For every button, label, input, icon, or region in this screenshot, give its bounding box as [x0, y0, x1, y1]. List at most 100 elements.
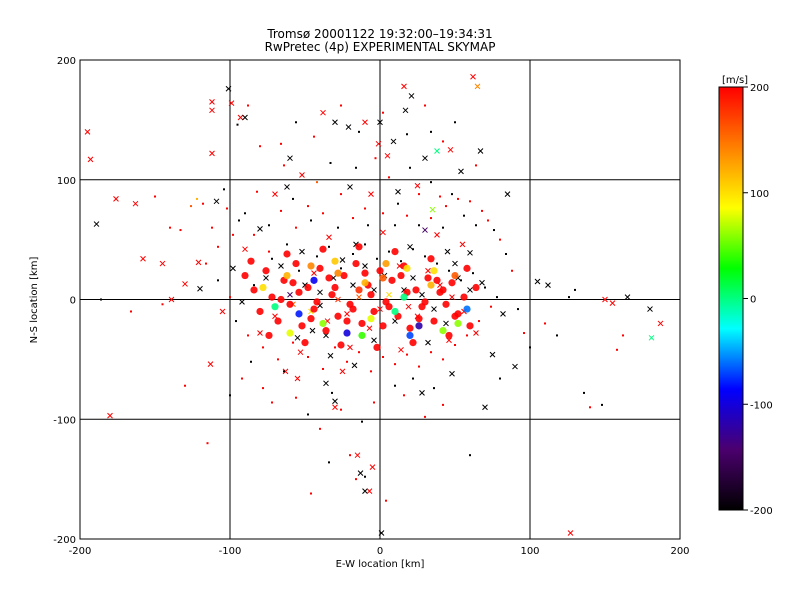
scatter-point-cross: [479, 279, 485, 286]
scatter-point-cross: [444, 248, 451, 255]
scatter-point-cross: [458, 168, 464, 175]
scatter-point-dot: [217, 245, 219, 248]
scatter-point-dot: [544, 322, 546, 325]
scatter-point-dot: [340, 193, 342, 196]
scatter-point-dot: [247, 334, 249, 337]
scatter-point-blob: [352, 259, 360, 268]
scatter-point-cross: [449, 294, 455, 300]
scatter-point-dot: [481, 209, 483, 212]
scatter-point-cross: [414, 182, 421, 189]
scatter-point-dot: [226, 207, 228, 210]
scatter-point-cross: [470, 73, 476, 80]
scatter-point-cross: [113, 196, 119, 202]
scatter-point-cross: [287, 291, 293, 298]
scatter-point-blob: [415, 315, 423, 323]
scatter-point-blob: [304, 283, 312, 292]
scatter-point-blob: [466, 322, 474, 330]
scatter-point-blob: [373, 343, 381, 351]
scatter-point-blob: [322, 327, 330, 335]
scatter-point-dot: [430, 217, 432, 220]
scatter-point-cross: [467, 287, 473, 293]
scatter-point-cross: [624, 294, 631, 300]
scatter-point-dot: [328, 245, 330, 248]
scatter-point-cross: [402, 107, 409, 114]
axis-ticks: -200 -100 0 100 200 -200 -100 0 100 200: [53, 56, 689, 557]
scatter-point-dot: [388, 250, 390, 253]
y-tick-label: -200: [53, 535, 76, 546]
scatter-point-cross: [377, 306, 383, 312]
scatter-point-dot: [280, 209, 282, 212]
scatter-point-dot: [442, 403, 444, 406]
scatter-point-blob: [463, 264, 471, 272]
scatter-point-blob: [439, 286, 447, 294]
scatter-point-cross: [327, 352, 334, 359]
scatter-point-dot: [286, 243, 288, 246]
y-tick-label: 200: [57, 56, 76, 67]
scatter-point-cross: [335, 296, 341, 303]
scatter-point-cross: [419, 291, 425, 298]
scatter-point-dot: [352, 252, 354, 255]
scatter-point-dot: [367, 224, 369, 227]
scatter-point-cross: [443, 320, 449, 327]
scatter-point-cross: [395, 188, 401, 195]
scatter-point-dot: [229, 394, 231, 397]
scatter-point-dot: [217, 279, 219, 282]
scatter-point-dot: [385, 499, 387, 502]
scatter-point-dot: [463, 214, 465, 217]
scatter-point-dot: [454, 344, 456, 347]
scatter-point-blob: [289, 279, 297, 287]
scatter-point-cross: [228, 100, 235, 106]
scatter-point-dot: [298, 269, 300, 272]
scatter-point-dot: [179, 229, 182, 232]
scatter-point-dot: [382, 355, 384, 358]
scatter-point-blob: [454, 319, 462, 328]
scatter-point-blob: [400, 293, 408, 301]
scatter-point-blob: [379, 322, 387, 330]
colorbar: [m/s] 200 100 0 -100 -200: [718, 75, 773, 517]
colorbar-tick-label: 100: [750, 189, 769, 200]
scatter-point-cross: [140, 255, 146, 262]
scatter-point-cross: [257, 225, 263, 232]
scatter-point-cross: [332, 404, 338, 411]
scatter-point-blob: [349, 305, 357, 313]
colorbar-tick-label: 0: [750, 295, 756, 306]
scatter-point-blob: [406, 324, 414, 332]
scatter-point-dot: [130, 310, 132, 313]
scatter-point-dot: [364, 207, 366, 210]
scatter-point-dot: [601, 403, 603, 406]
scatter-point-cross: [477, 148, 484, 154]
scatter-point-dot: [388, 176, 390, 179]
scatter-point-cross: [377, 119, 383, 126]
scatter-point-cross: [320, 109, 326, 116]
scatter-point-blob: [256, 307, 264, 316]
scatter-point-dot: [496, 296, 498, 299]
scatter-point-cross: [407, 243, 413, 250]
scatter-point-blob: [388, 276, 396, 284]
scatter-point-dot: [374, 157, 377, 160]
scatter-point-dot: [229, 296, 231, 299]
colorbar-label: [m/s]: [722, 75, 748, 86]
scatter-point-cross: [209, 107, 215, 114]
scatter-point-blob: [391, 307, 399, 316]
scatter-point-dot: [436, 262, 438, 265]
scatter-point-dot: [424, 255, 426, 258]
scatter-point-cross: [371, 337, 377, 344]
scatter-point-dot: [196, 197, 198, 200]
scatter-point-dot: [205, 262, 207, 265]
scatter-point-dot: [622, 334, 624, 337]
scatter-point-cross: [287, 155, 293, 162]
scatter-point-cross: [447, 146, 454, 153]
scatter-point-cross: [366, 488, 373, 494]
scatter-point-blob: [337, 341, 345, 349]
scatter-point-dot: [340, 267, 342, 270]
scatter-point-dot: [451, 193, 453, 196]
scatter-point-cross: [357, 470, 364, 476]
scatter-point-blob: [433, 276, 441, 284]
scatter-point-blob: [259, 283, 267, 292]
scatter-point-blob: [385, 303, 393, 311]
scatter-point-blob: [271, 303, 279, 311]
scatter-point-dot: [418, 193, 420, 196]
scatter-point-dot: [161, 303, 164, 306]
scatter-point-cross: [390, 138, 397, 145]
